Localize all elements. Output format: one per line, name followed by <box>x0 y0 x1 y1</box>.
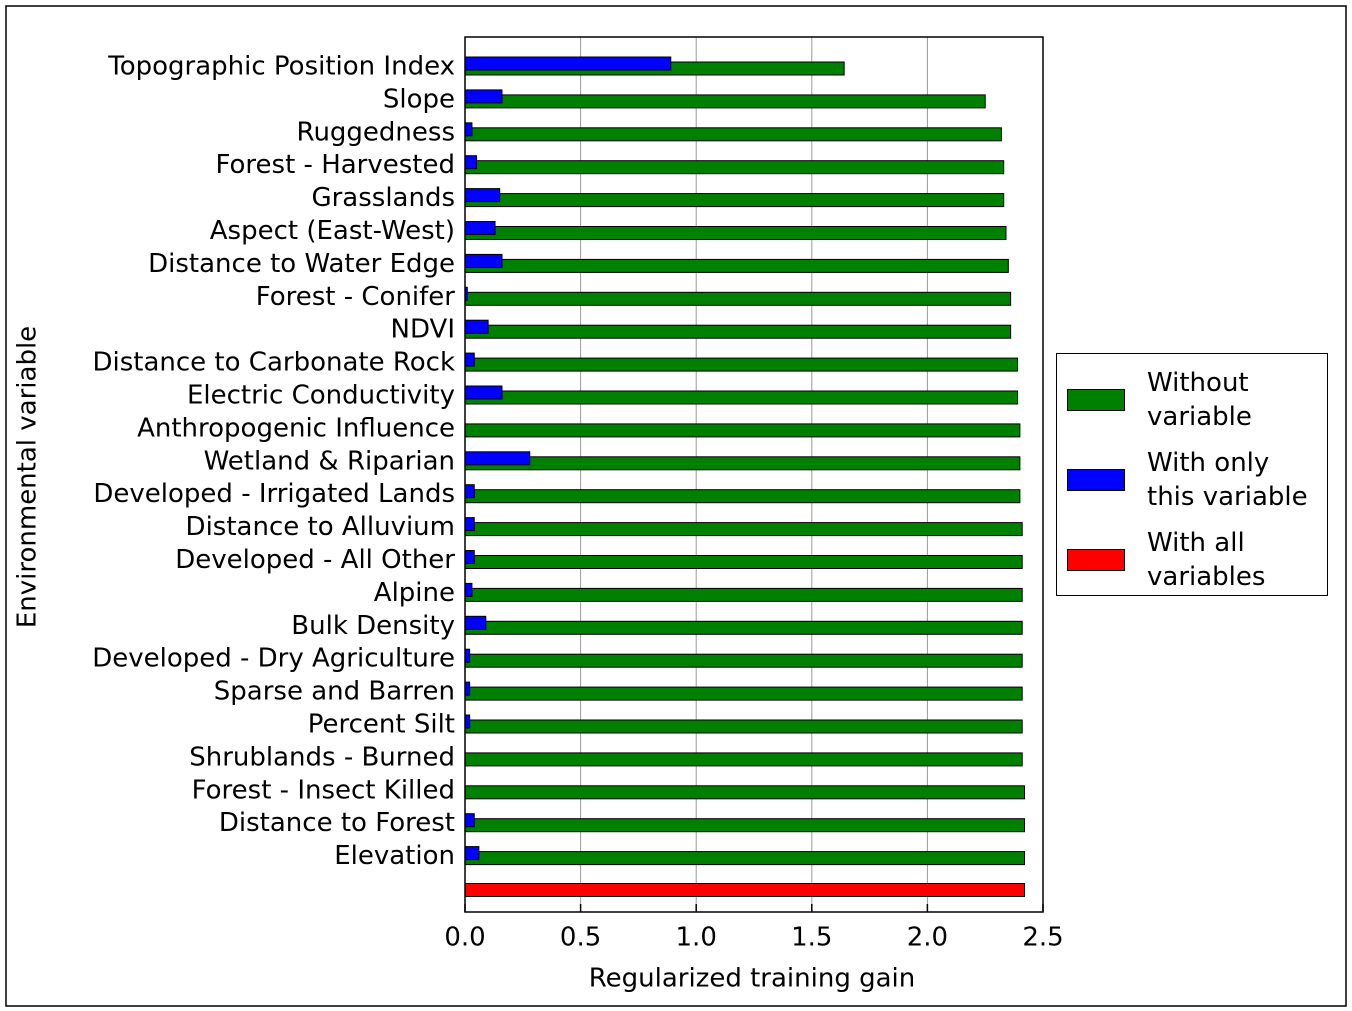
bar <box>464 94 986 109</box>
bar <box>464 385 503 400</box>
bar <box>464 390 1019 405</box>
bar <box>464 653 1023 668</box>
plot-frame <box>464 36 1044 913</box>
x-axis-label: Regularized training gain <box>589 964 916 994</box>
y-tick-label: Developed - Dry Agriculture <box>92 644 455 674</box>
y-tick-label: Percent Silt <box>308 710 455 740</box>
bar <box>464 319 489 334</box>
y-tick-label: Ruggedness <box>297 117 455 147</box>
bar <box>464 160 1005 175</box>
y-tick-label: Sparse and Barren <box>214 677 455 707</box>
bar <box>464 489 1021 504</box>
bar <box>464 423 1021 438</box>
legend-entry: With only this variable <box>1067 440 1327 520</box>
y-tick-label: Anthropogenic Influence <box>137 413 455 443</box>
bar <box>464 517 475 532</box>
bar <box>464 352 475 367</box>
y-tick-label: Distance to Alluvium <box>186 512 455 542</box>
bar <box>464 155 478 170</box>
bar <box>464 555 1023 569</box>
y-tick-label: Forest - Insect Killed <box>192 775 455 805</box>
bar <box>464 719 1023 734</box>
bar <box>464 122 473 137</box>
x-tick-label: 2.5 <box>1022 923 1063 953</box>
bar <box>464 357 1019 372</box>
bar <box>464 686 1023 701</box>
x-tick-label: 0.5 <box>560 923 601 953</box>
y-tick-label: Alpine <box>374 578 455 608</box>
y-tick-label: Distance to Forest <box>219 808 455 838</box>
x-tick-label: 1.5 <box>791 923 832 953</box>
bar <box>464 818 1026 833</box>
bar <box>464 188 501 203</box>
x-tick-label: 1.0 <box>676 923 717 953</box>
bar <box>464 258 1009 273</box>
y-tick-label: Shrublands - Burned <box>189 742 455 772</box>
bar <box>464 193 1005 208</box>
y-axis-label: Environmental variable <box>13 326 43 628</box>
bar <box>464 582 473 597</box>
bar <box>464 484 475 499</box>
y-tick-label: Aspect (East-West) <box>210 216 455 246</box>
y-tick-label: Distance to Carbonate Rock <box>92 348 455 378</box>
bar <box>464 550 475 564</box>
y-tick-label: Developed - All Other <box>175 545 455 575</box>
legend-label: Without variable <box>1147 368 1252 432</box>
bar <box>464 127 1002 142</box>
bar <box>464 456 1021 471</box>
bar <box>464 226 1007 240</box>
legend-swatch <box>1067 549 1125 571</box>
bar <box>464 324 1012 339</box>
legend-label: With only this variable <box>1147 448 1308 512</box>
y-tick-label: NDVI <box>391 315 455 345</box>
y-tick-label: Developed - Irrigated Lands <box>93 479 455 509</box>
bar <box>464 89 503 104</box>
bar <box>464 883 1026 897</box>
y-tick-label: Topographic Position Index <box>107 52 455 82</box>
x-tick-label: 0.0 <box>444 923 485 953</box>
y-tick-label: Elevation <box>334 841 455 871</box>
legend: Without variable With only this variable W… <box>1056 353 1328 596</box>
bar <box>464 451 531 466</box>
bar <box>464 253 503 268</box>
y-tick-label: Electric Conductivity <box>187 381 455 411</box>
y-tick-label: Slope <box>383 84 455 114</box>
legend-entry: Without variable <box>1067 360 1327 440</box>
y-tick-label: Forest - Harvested <box>216 150 456 180</box>
y-tick-label: Bulk Density <box>291 611 455 641</box>
y-tick-label: Distance to Water Edge <box>148 249 455 279</box>
bar <box>464 615 487 630</box>
y-tick-label: Forest - Conifer <box>256 282 456 312</box>
frame <box>5 5 1347 1007</box>
bar <box>464 851 1026 866</box>
y-tick-label: Wetland & Riparian <box>204 446 455 476</box>
bar <box>464 620 1023 635</box>
bar <box>464 752 1023 767</box>
legend-label: With all variables <box>1147 528 1266 592</box>
bar <box>464 846 480 861</box>
bar <box>464 587 1023 602</box>
bar <box>464 291 1012 306</box>
legend-entry: With all variables <box>1067 520 1327 600</box>
x-tick-label: 2.0 <box>907 923 948 953</box>
legend-swatch <box>1067 469 1125 491</box>
bar <box>464 522 1023 537</box>
bar <box>464 221 496 235</box>
bar <box>464 785 1026 800</box>
y-tick-label: Grasslands <box>311 183 455 213</box>
bar <box>464 813 475 828</box>
legend-swatch <box>1067 389 1125 411</box>
bar <box>464 56 672 71</box>
